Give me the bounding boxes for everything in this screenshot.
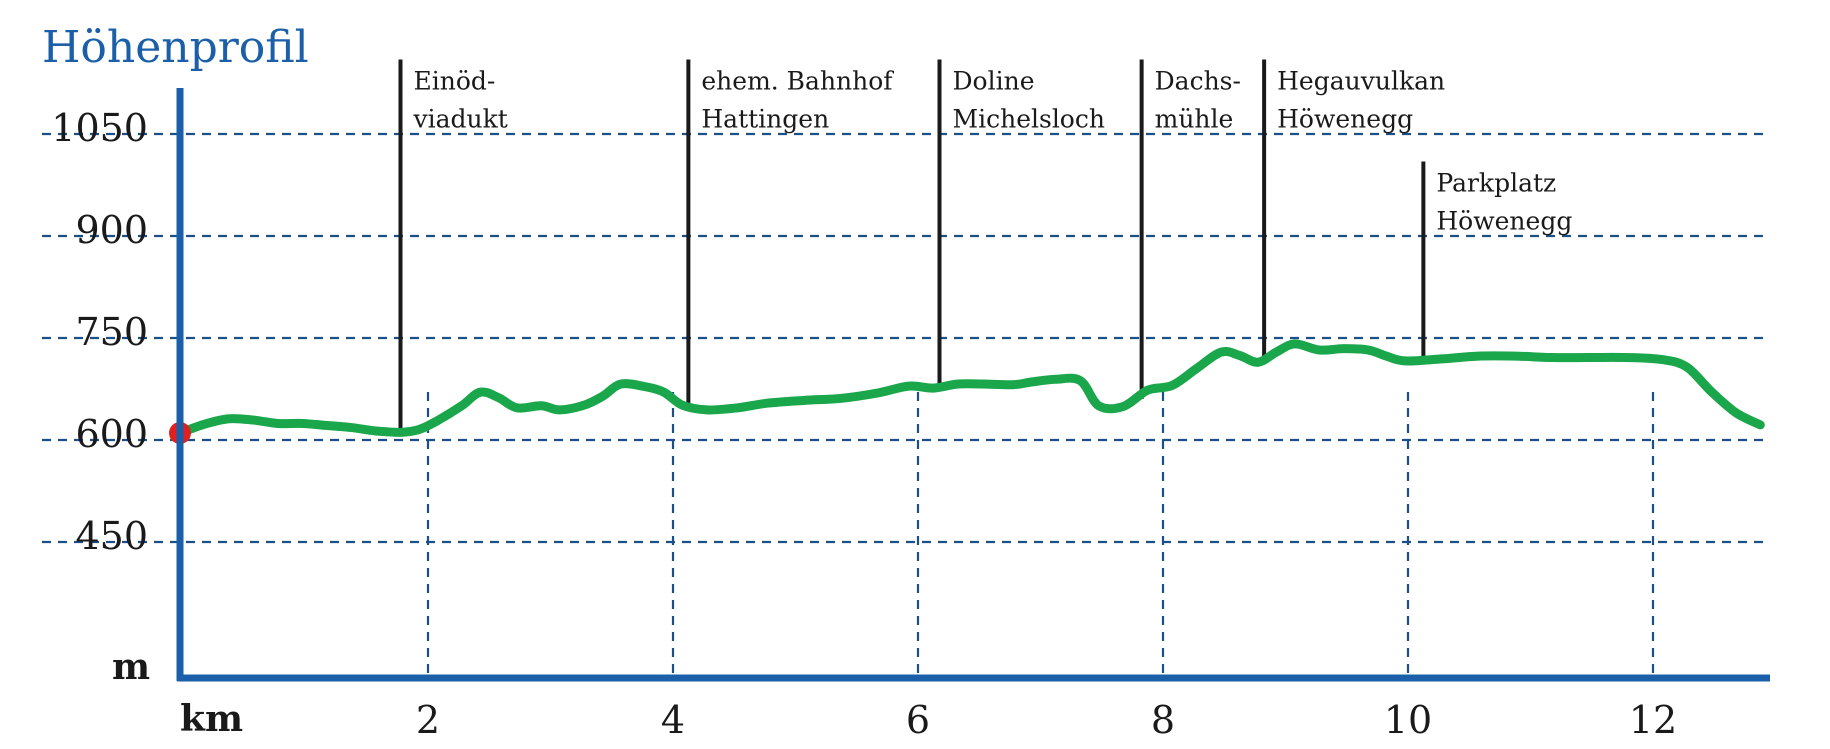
x-tick-label-6: 6 (906, 698, 930, 742)
marker-label-4-1: Höwenegg (1277, 105, 1413, 134)
y-tick-labels: 450 600 750 900 1050 (51, 106, 148, 558)
y-tick-label-1050: 1050 (51, 106, 148, 150)
y-tick-label-900: 900 (75, 208, 148, 252)
marker-label-2-0: Doline (953, 67, 1035, 96)
vertical-gridlines (426, 392, 1655, 678)
waypoint-markers: Einöd-viadukt ehem. Bahnhof Hattingen Dolin… (398, 59, 1572, 433)
y-unit-label: m (112, 646, 150, 688)
x-tick-label-12: 12 (1629, 698, 1677, 742)
marker-label-3-1: mühle (1155, 105, 1234, 134)
marker-label-1-1: Hattingen (701, 105, 829, 134)
marker-label-5-1: Höwenegg (1436, 207, 1572, 236)
marker-label-0-0: Einöd- (414, 67, 496, 96)
x-unit-label: km (180, 698, 243, 740)
horizontal-gridlines (42, 132, 1770, 544)
marker-label-0-1: viadukt (413, 105, 508, 134)
x-tick-label-10: 10 (1384, 698, 1432, 742)
marker-label-1-0: ehem. Bahnhof (701, 67, 894, 96)
y-tick-label-600: 600 (75, 412, 148, 456)
y-tick-label-450: 450 (75, 514, 148, 558)
x-tick-labels: 2 4 6 8 10 12 (416, 698, 1677, 742)
elevation-line (175, 339, 1765, 438)
chart-title: Höhenprofil (42, 22, 309, 73)
marker-label-4-0: Hegauvulkan (1277, 67, 1445, 96)
x-tick-label-8: 8 (1151, 698, 1175, 742)
marker-label-5-0: Parkplatz (1436, 169, 1556, 198)
marker-label-3-0: Dachs- (1155, 67, 1241, 96)
x-tick-label-4: 4 (661, 698, 685, 742)
y-tick-label-750: 750 (75, 310, 148, 354)
x-tick-label-2: 2 (416, 698, 440, 742)
marker-label-2-1: Michelsloch (953, 105, 1105, 134)
